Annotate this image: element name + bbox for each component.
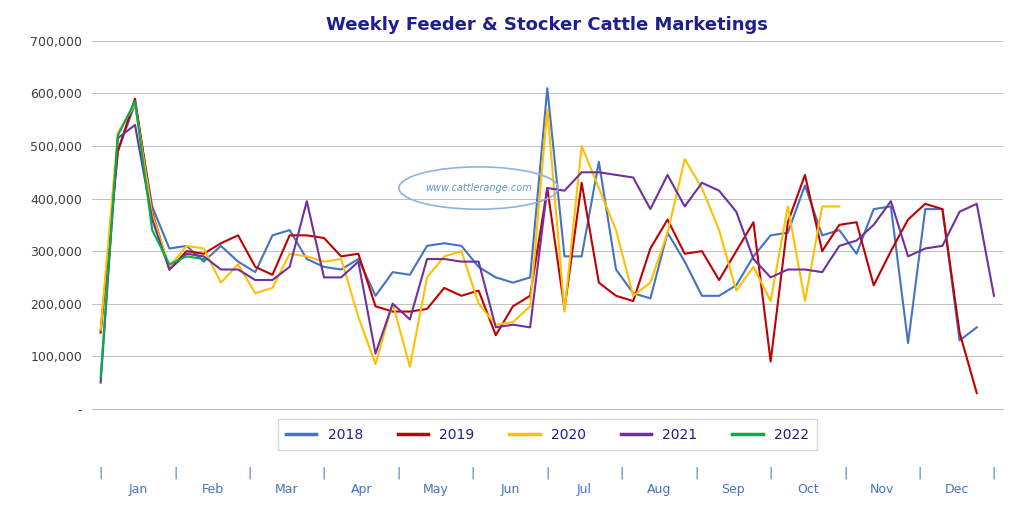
Text: |: | — [248, 467, 252, 480]
2018 — [885, 203, 897, 210]
Text: May: May — [422, 483, 448, 496]
Text: |: | — [918, 467, 922, 480]
2021 — [988, 293, 1000, 299]
2021 — [627, 174, 639, 180]
2021 — [678, 203, 691, 210]
Text: |: | — [620, 467, 624, 480]
Line: 2022: 2022 — [100, 101, 204, 377]
Text: |: | — [768, 467, 772, 480]
Line: 2018: 2018 — [100, 88, 977, 343]
2018 — [782, 229, 794, 236]
Line: 2019: 2019 — [100, 99, 977, 393]
Text: Mar: Mar — [275, 483, 299, 496]
Text: Dec: Dec — [944, 483, 969, 496]
Text: Aug: Aug — [647, 483, 671, 496]
Text: Jun: Jun — [500, 483, 520, 496]
2021 — [799, 266, 811, 272]
2018 — [662, 229, 674, 236]
2020 — [662, 229, 674, 236]
Text: |: | — [545, 467, 549, 480]
Text: |: | — [173, 467, 177, 480]
Legend: 2018, 2019, 2020, 2021, 2022: 2018, 2019, 2020, 2021, 2022 — [277, 420, 817, 450]
2018 — [610, 266, 622, 272]
Text: |: | — [992, 467, 996, 480]
2019 — [662, 217, 674, 223]
Title: Weekly Feeder & Stocker Cattle Marketings: Weekly Feeder & Stocker Cattle Marketing… — [326, 16, 768, 34]
2018 — [627, 290, 639, 296]
Text: Oct: Oct — [797, 483, 818, 496]
2020 — [610, 227, 622, 233]
2020 — [94, 327, 106, 333]
Text: www.cattlerange.com: www.cattlerange.com — [426, 183, 532, 193]
2019 — [627, 298, 639, 304]
2019 — [885, 248, 897, 254]
Text: Nov: Nov — [871, 483, 894, 496]
2021 — [902, 253, 915, 260]
Text: |: | — [396, 467, 400, 480]
Text: |: | — [695, 467, 699, 480]
Text: |: | — [322, 467, 326, 480]
2020 — [335, 256, 347, 262]
2018 — [94, 327, 106, 333]
2019 — [94, 330, 106, 336]
Text: |: | — [471, 467, 475, 480]
2020 — [782, 203, 794, 210]
Text: |: | — [843, 467, 847, 480]
2019 — [335, 253, 347, 260]
2020 — [627, 293, 639, 299]
2021 — [644, 206, 657, 212]
2019 — [610, 293, 622, 299]
Text: Feb: Feb — [202, 483, 223, 496]
Text: |: | — [98, 467, 102, 480]
2021 — [352, 259, 364, 265]
2019 — [782, 219, 794, 225]
Text: Apr: Apr — [351, 483, 372, 496]
Line: 2021: 2021 — [100, 125, 994, 383]
2018 — [335, 266, 347, 272]
2021 — [129, 122, 141, 128]
Line: 2020: 2020 — [100, 104, 839, 367]
Text: Jan: Jan — [128, 483, 147, 496]
Text: Jul: Jul — [577, 483, 592, 496]
2021 — [94, 380, 106, 386]
2022 — [94, 374, 106, 380]
Text: Sep: Sep — [721, 483, 745, 496]
